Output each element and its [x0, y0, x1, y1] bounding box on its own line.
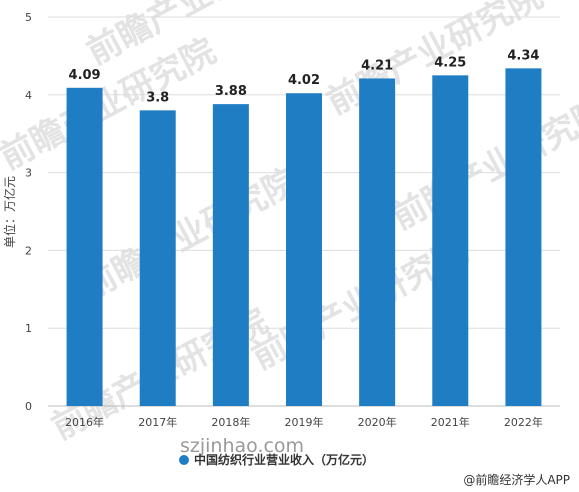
- legend-marker: [179, 455, 189, 465]
- y-axis-label: 单位：万亿元: [2, 176, 17, 248]
- y-tick-label: 0: [25, 400, 32, 413]
- data-label: 4.21: [361, 58, 393, 73]
- bar: [66, 87, 103, 406]
- x-tick-label: 2016年: [65, 415, 104, 429]
- bar: [212, 104, 249, 407]
- y-tick-label: 2: [25, 244, 32, 257]
- data-label: 4.09: [69, 68, 101, 83]
- y-tick-label: 4: [25, 89, 32, 102]
- bar: [286, 93, 322, 406]
- bar: [505, 68, 542, 407]
- credit-text: @前瞻经济学人APP: [463, 472, 570, 487]
- bar: [432, 75, 469, 406]
- watermark: 前瞻产业研究院: [75, 161, 304, 308]
- x-tick-label: 2019年: [285, 415, 324, 429]
- bar: [359, 78, 396, 406]
- x-tick-label: 2020年: [358, 415, 397, 429]
- y-tick-label: 5: [25, 11, 32, 24]
- legend-label: 中国纺织行业营业收入（万亿元）: [194, 452, 374, 467]
- data-label: 4.02: [288, 73, 320, 88]
- bar-series: [66, 68, 542, 407]
- data-label: 3.88: [215, 84, 247, 99]
- watermark: 前瞻产业研究院: [385, 91, 579, 238]
- y-tick-label: 1: [25, 322, 32, 335]
- y-axis: 0 1 2 3 4 5: [25, 11, 32, 413]
- y-tick-label: 3: [25, 167, 32, 180]
- x-axis: 2016年 2017年 2018年 2019年 2020年 2021年 2022年: [65, 415, 543, 429]
- x-tick-label: 2017年: [138, 415, 177, 429]
- bar: [139, 110, 176, 407]
- legend: 中国纺织行业营业收入（万亿元）: [179, 452, 374, 467]
- data-label: 4.25: [434, 55, 466, 70]
- x-tick-label: 2021年: [431, 415, 470, 429]
- data-label: 4.34: [507, 48, 539, 63]
- x-tick-label: 2022年: [504, 415, 543, 429]
- x-tick-label: 2018年: [211, 415, 250, 429]
- data-label: 3.8: [146, 90, 169, 105]
- site-watermark: szjinhao.com: [180, 435, 304, 457]
- data-labels: 4.09 3.8 3.88 4.02 4.21 4.25 4.34: [69, 48, 540, 105]
